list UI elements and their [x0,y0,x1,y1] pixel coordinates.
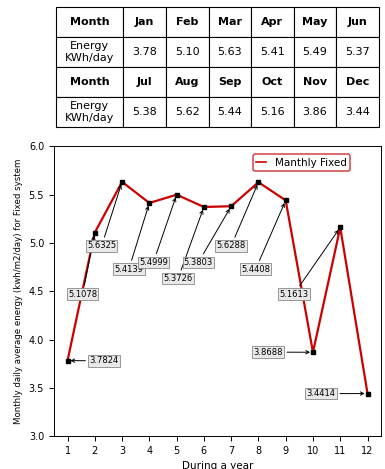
Y-axis label: Monthly daily average energy (kwh/m2/day) for Fixed system: Monthly daily average energy (kwh/m2/day… [14,159,23,424]
Text: 5.1613: 5.1613 [280,231,338,299]
X-axis label: During a year: During a year [182,461,253,469]
Text: 3.4414: 3.4414 [307,389,364,398]
Text: 5.1078: 5.1078 [68,236,97,299]
Text: 5.6325: 5.6325 [87,186,122,250]
Legend: Manthly Fixed: Manthly Fixed [253,154,350,171]
Text: 3.8688: 3.8688 [253,348,309,356]
Text: 3.7824: 3.7824 [71,356,119,365]
Text: 5.3803: 5.3803 [184,210,229,267]
Text: 5.4999: 5.4999 [139,198,176,267]
Text: 5.6288: 5.6288 [216,186,257,250]
Text: 5.4408: 5.4408 [241,204,285,273]
Text: 5.4139: 5.4139 [114,207,149,273]
Text: 5.3726: 5.3726 [163,211,203,283]
